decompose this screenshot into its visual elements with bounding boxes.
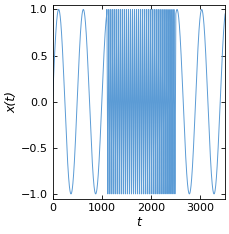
X-axis label: t: t <box>136 216 141 229</box>
Y-axis label: x(t): x(t) <box>5 91 18 113</box>
